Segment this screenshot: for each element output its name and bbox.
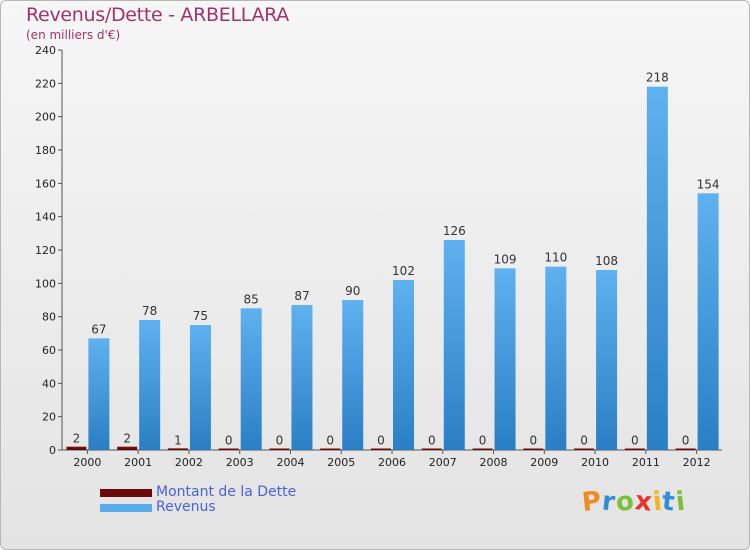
revenue-value-label: 85 (244, 292, 259, 306)
revenue-bar (646, 86, 668, 451)
revenue-bar (291, 305, 313, 450)
debt-value-label: 2 (123, 432, 131, 446)
revenue-value-label: 102 (392, 264, 415, 278)
debt-value-label: 0 (428, 434, 436, 448)
revenue-value-label: 78 (142, 304, 157, 318)
x-tick-label: 2007 (429, 456, 457, 469)
legend-swatch-debt (100, 489, 152, 497)
chart-subtitle: (en milliers d'€) (26, 28, 121, 42)
debt-bar (421, 448, 442, 450)
debt-value-label: 0 (580, 434, 588, 448)
y-tick-label: 220 (35, 77, 56, 90)
x-tick-label: 2006 (378, 456, 406, 469)
x-tick-label: 2009 (530, 456, 558, 469)
debt-value-label: 0 (276, 434, 284, 448)
revenue-bar (189, 325, 211, 450)
revenue-bar (697, 193, 719, 451)
revenue-bar (443, 240, 465, 450)
y-tick-label: 240 (35, 44, 56, 57)
debt-bar (675, 448, 696, 450)
legend-label-revenue: Revenus (156, 499, 216, 515)
debt-bar (574, 448, 595, 450)
debt-bar (624, 448, 645, 450)
debt-value-label: 0 (326, 434, 334, 448)
revenue-bar (240, 308, 262, 450)
revenue-value-label: 218 (646, 71, 669, 85)
debt-bar (320, 448, 341, 450)
debt-value-label: 0 (225, 434, 233, 448)
revenue-bar (342, 300, 364, 450)
y-tick-label: 160 (35, 177, 56, 190)
debt-value-label: 1 (174, 433, 182, 447)
y-tick-label: 140 (35, 211, 56, 224)
revenue-bar (393, 280, 414, 450)
revenue-value-label: 109 (494, 252, 517, 266)
y-tick-label: 80 (42, 311, 56, 324)
value-labels: 2 67 2 78 1 75 0 85 0 87 0 90 0 102 0 126 0 109 0 110 0 108 0 2… (73, 71, 720, 448)
debt-bar (218, 448, 239, 450)
debt-bar (472, 448, 493, 450)
debt-value-label: 0 (631, 434, 639, 448)
revenue-bar (545, 266, 567, 450)
debt-value-label: 0 (479, 434, 487, 448)
y-tick-label: 0 (49, 444, 56, 457)
legend-swatch-revenue (100, 504, 152, 512)
chart-title: Revenus/Dette - ARBELLARA (26, 4, 289, 26)
debt-value-label: 0 (682, 434, 690, 448)
revenue-bar (139, 320, 161, 450)
y-tick-label: 180 (35, 144, 56, 157)
x-tick-label: 2008 (480, 456, 508, 469)
debt-value-label: 0 (377, 434, 385, 448)
debt-value-label: 2 (73, 432, 81, 446)
y-tick-label: 40 (42, 377, 56, 390)
debt-value-label: 0 (529, 434, 537, 448)
bars (66, 86, 719, 451)
logo-letter: i (674, 486, 688, 518)
y-tick-label: 60 (42, 344, 56, 357)
revenue-value-label: 154 (697, 177, 720, 191)
x-tick-label: 2005 (327, 456, 355, 469)
x-tick-label: 2004 (276, 456, 304, 469)
revenue-value-label: 108 (595, 254, 618, 268)
debt-bar (66, 446, 87, 450)
revenue-value-label: 90 (345, 284, 360, 298)
revenue-value-label: 75 (193, 309, 208, 323)
x-tick-label: 2012 (683, 456, 711, 469)
debt-bar (371, 448, 391, 450)
revenue-value-label: 110 (544, 251, 567, 265)
revenue-bar (494, 268, 516, 450)
y-tick-label: 120 (35, 244, 56, 257)
debt-bar (117, 446, 138, 450)
legend-label-debt: Montant de la Dette (156, 484, 297, 500)
revenue-bar (88, 338, 110, 450)
y-tick-label: 200 (35, 111, 56, 124)
debt-bar (167, 448, 188, 450)
revenue-bar (596, 270, 618, 450)
revenue-value-label: 87 (294, 289, 309, 303)
x-tick-label: 2002 (175, 456, 203, 469)
debt-bar (269, 448, 290, 450)
y-tick-label: 20 (42, 411, 56, 424)
revenue-value-label: 126 (443, 224, 466, 238)
x-tick-label: 2003 (226, 456, 254, 469)
x-tick-label: 2011 (632, 456, 660, 469)
x-tick-label: 2000 (73, 456, 101, 469)
x-tick-label: 2001 (124, 456, 152, 469)
x-tick-label: 2010 (581, 456, 609, 469)
debt-bar (523, 448, 544, 450)
proxiti-logo: Proxiti (580, 486, 688, 518)
y-tick-label: 100 (35, 277, 56, 290)
revenue-value-label: 67 (91, 322, 106, 336)
